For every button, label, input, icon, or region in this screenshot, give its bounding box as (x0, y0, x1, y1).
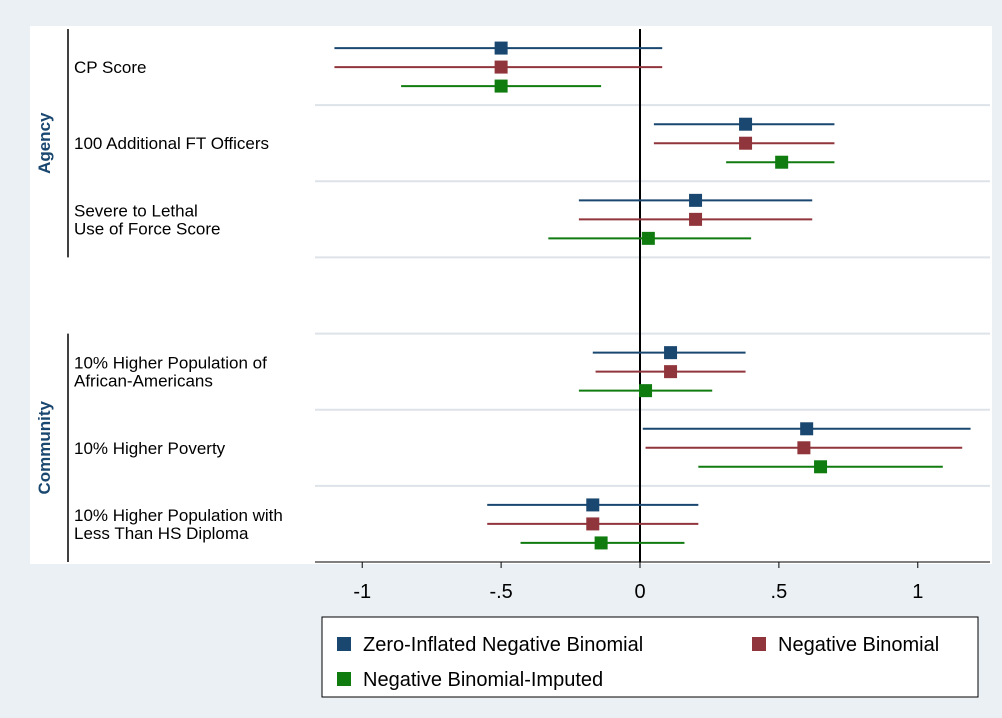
group-label: Community (35, 400, 54, 494)
point-estimate (689, 193, 703, 207)
x-tick-label: -1 (353, 581, 371, 603)
category-label: Less Than HS Diploma (74, 524, 249, 543)
point-estimate (689, 212, 703, 226)
point-estimate (594, 536, 608, 550)
point-estimate (739, 136, 753, 150)
point-estimate (639, 384, 653, 398)
point-estimate (494, 60, 508, 74)
point-estimate (641, 231, 655, 245)
group-label: Agency (35, 112, 54, 174)
x-tick-label: .5 (771, 581, 788, 603)
legend-swatch (337, 637, 351, 651)
legend-swatch (752, 637, 766, 651)
x-tick-label: -.5 (489, 581, 512, 603)
point-estimate (664, 365, 678, 379)
point-estimate (800, 422, 814, 436)
point-estimate (739, 117, 753, 131)
category-label: 10% Higher Population of (74, 354, 267, 373)
point-estimate (775, 155, 789, 169)
point-estimate (797, 441, 811, 455)
category-label: 10% Higher Population with (74, 506, 283, 525)
category-label: CP Score (74, 58, 146, 77)
category-label: African-Americans (74, 372, 213, 391)
plot-background (30, 26, 992, 564)
x-tick-label: 1 (912, 581, 923, 603)
legend-label: Zero-Inflated Negative Binomial (363, 634, 643, 656)
x-tick-label: 0 (634, 581, 645, 603)
point-estimate (664, 346, 678, 360)
point-estimate (814, 460, 828, 474)
point-estimate (494, 79, 508, 93)
category-label: 100 Additional FT Officers (74, 134, 269, 153)
category-label: Severe to Lethal (74, 201, 198, 220)
legend-swatch (337, 672, 351, 686)
point-estimate (586, 517, 600, 531)
legend-label: Negative Binomial-Imputed (363, 669, 603, 691)
legend-label: Negative Binomial (778, 634, 939, 656)
category-label: 10% Higher Poverty (74, 439, 226, 458)
point-estimate (586, 498, 600, 512)
legend-box (321, 616, 979, 698)
point-estimate (494, 41, 508, 55)
category-label: Use of Force Score (74, 219, 220, 238)
